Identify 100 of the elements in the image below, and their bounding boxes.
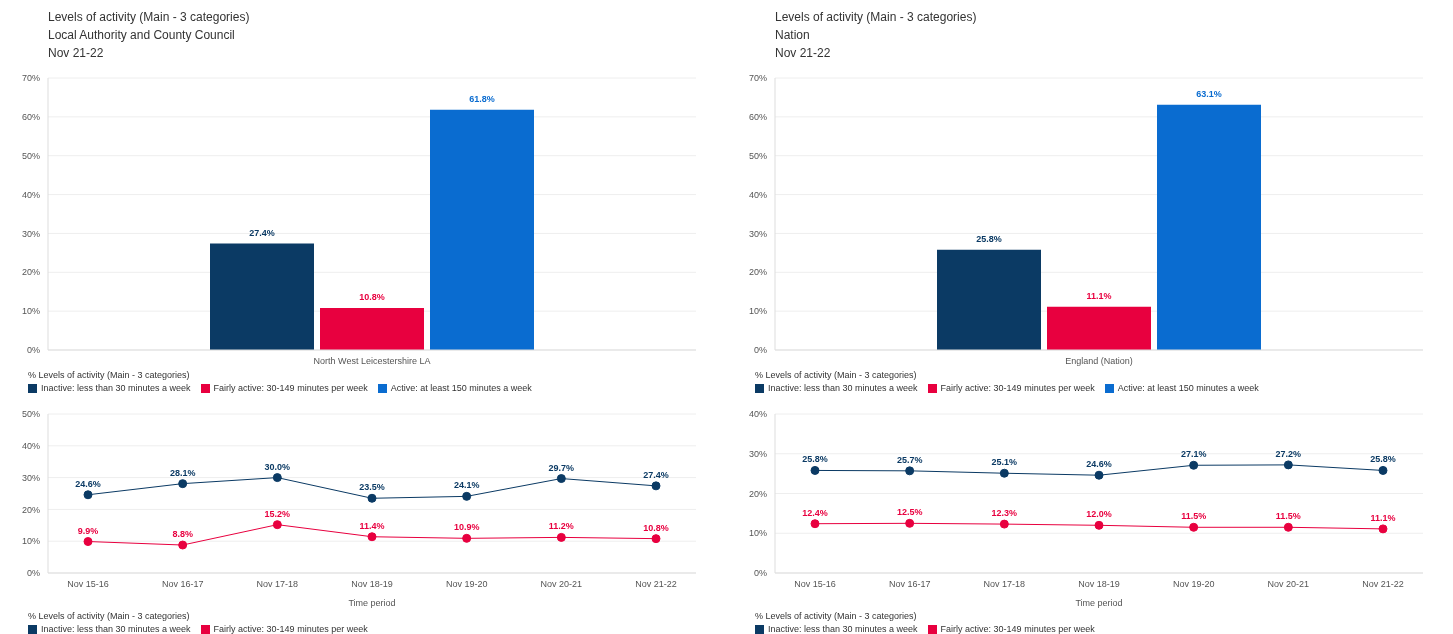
x-tick-label: Nov 19-20: [1172, 579, 1215, 590]
point: [810, 465, 820, 475]
chart-title: Levels of activity (Main - 3 categories): [775, 9, 978, 26]
y-tick-label: 20%: [21, 267, 40, 278]
point: [651, 534, 661, 544]
legend-label: Inactive: less than 30 minutes a week: [767, 624, 918, 634]
y-tick-label: 60%: [21, 112, 40, 123]
data-label: 10.9%: [453, 522, 480, 533]
point: [1283, 460, 1293, 470]
point: [999, 519, 1009, 529]
data-label: 12.0%: [1086, 509, 1112, 520]
y-tick-label: 30%: [748, 448, 767, 459]
y-tick-label: 40%: [21, 189, 40, 200]
y-tick-label: 10%: [21, 306, 40, 317]
bar: [210, 243, 314, 350]
point: [367, 493, 377, 503]
x-tick-label: Nov 16-17: [888, 579, 931, 590]
point: [556, 474, 566, 484]
x-tick-label: Nov 20-21: [540, 579, 583, 590]
y-tick-label: 10%: [748, 306, 767, 317]
data-label: 25.8%: [1370, 454, 1396, 465]
chart-title: Levels of activity (Main - 3 categories): [48, 9, 251, 26]
y-tick-label: 70%: [748, 73, 767, 84]
x-tick-label: Nov 15-16: [794, 579, 836, 590]
legend-label: Inactive: less than 30 minutes a week: [40, 383, 191, 393]
data-label: 27.4%: [643, 469, 669, 480]
data-label: 11.4%: [359, 520, 385, 531]
x-tick-label: Nov 21-22: [1362, 579, 1404, 590]
x-tick-label: Nov 16-17: [161, 579, 204, 590]
point: [1094, 470, 1104, 480]
chart-subtitle: Nation Nov 21-22: [775, 27, 832, 62]
point: [272, 520, 282, 530]
data-label: 25.1%: [991, 457, 1018, 468]
point: [1283, 522, 1293, 532]
point: [83, 537, 93, 547]
y-tick-label: 50%: [21, 409, 40, 420]
y-tick-label: 30%: [21, 472, 40, 483]
bar: [430, 109, 534, 350]
data-label: 10.8%: [643, 522, 669, 533]
data-label: 24.6%: [1086, 459, 1112, 470]
point: [178, 540, 188, 550]
point: [905, 518, 915, 528]
data-label: 12.3%: [991, 508, 1018, 519]
data-label: 10.8%: [359, 292, 385, 303]
data-label: 11.5%: [1181, 511, 1207, 522]
y-tick-label: 0%: [753, 568, 767, 579]
legend-title: % Levels of activity (Main - 3 categories): [755, 611, 918, 621]
chart-subtitle: Local Authority and County Council Nov 21-22: [48, 27, 236, 62]
data-label: 11.1%: [1086, 290, 1112, 301]
point: [1094, 520, 1104, 530]
data-label: 27.2%: [1275, 448, 1302, 459]
data-label: 12.4%: [802, 507, 828, 518]
point: [810, 519, 820, 529]
y-tick-label: 40%: [748, 409, 767, 420]
x-tick-label: North West Leicestershire LA: [313, 356, 431, 367]
data-label: 8.8%: [172, 529, 193, 540]
y-tick-label: 60%: [748, 112, 767, 123]
data-label: 11.2%: [548, 521, 574, 532]
data-label: 25.8%: [976, 233, 1002, 244]
y-tick-label: 20%: [748, 488, 767, 499]
data-label: 30.0%: [264, 461, 291, 472]
point: [462, 491, 472, 501]
x-tick-label: Nov 17-18: [256, 579, 299, 590]
y-tick-label: 40%: [748, 189, 767, 200]
data-label: 61.8%: [469, 93, 495, 104]
legend-title: % Levels of activity (Main - 3 categories): [755, 370, 918, 380]
data-label: 11.1%: [1370, 512, 1396, 523]
bar: [937, 249, 1041, 350]
data-label: 24.6%: [75, 478, 101, 489]
point: [1189, 522, 1199, 532]
x-tick-label: Nov 18-19: [1078, 579, 1120, 590]
legend-label: Active: at least 150 minutes a week: [1116, 383, 1259, 393]
x-tick-label: Nov 15-16: [67, 579, 109, 590]
point: [83, 490, 93, 500]
x-axis-title: Time period: [1075, 598, 1123, 608]
point: [367, 532, 377, 542]
data-label: 29.7%: [548, 462, 575, 473]
data-label: 28.1%: [169, 467, 196, 478]
x-tick-label: Nov 21-22: [635, 579, 677, 590]
data-label: 9.9%: [77, 525, 99, 536]
x-tick-label: Nov 17-18: [983, 579, 1026, 590]
y-tick-label: 10%: [748, 528, 767, 539]
data-label: 12.5%: [896, 507, 923, 518]
point: [1378, 465, 1388, 475]
data-label: 24.1%: [453, 480, 480, 491]
data-label: 11.5%: [1275, 511, 1301, 522]
y-tick-label: 70%: [21, 73, 40, 84]
legend-label: Fairly active: 30-149 minutes per week: [939, 383, 1095, 393]
point: [1378, 524, 1388, 534]
legend-label: Active: at least 150 minutes a week: [389, 383, 532, 393]
data-label: 27.4%: [249, 227, 275, 238]
legend-title: % Levels of activity (Main - 3 categories): [28, 370, 191, 380]
data-label: 23.5%: [359, 482, 385, 493]
y-tick-label: 40%: [21, 440, 40, 451]
data-label: 27.1%: [1180, 449, 1207, 460]
data-label: 63.1%: [1196, 88, 1222, 99]
point: [556, 532, 566, 542]
y-tick-label: 20%: [21, 504, 40, 515]
point: [905, 466, 915, 476]
point: [1189, 460, 1199, 470]
